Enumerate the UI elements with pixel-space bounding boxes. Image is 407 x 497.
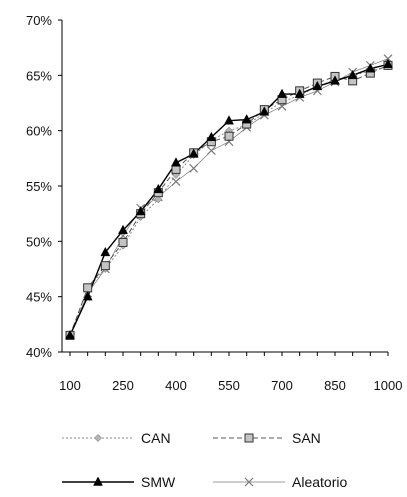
x-tick-label: 100	[59, 378, 81, 393]
data-point-smw	[100, 246, 111, 257]
y-tick-label: 45%	[26, 290, 52, 305]
y-tick-label: 50%	[26, 234, 52, 249]
data-point-smw	[330, 75, 340, 85]
data-point-san	[100, 261, 110, 271]
data-point-aleatorio	[189, 163, 199, 173]
legend-label-aleatorio: Aleatorio	[292, 474, 347, 490]
data-point-smw	[135, 205, 146, 216]
legend-marker-aleatorio	[244, 477, 254, 487]
legend-label-smw: SMW	[141, 474, 176, 490]
data-point-aleatorio	[206, 146, 216, 156]
series-line-can	[69, 66, 389, 336]
data-point-smw	[82, 291, 93, 301]
legend-label-san: SAN	[292, 430, 321, 446]
data-point-smw	[65, 329, 75, 340]
data-point-smw	[241, 114, 252, 124]
y-tick-label: 55%	[26, 179, 52, 194]
data-point-smw	[312, 80, 323, 91]
data-point-can	[154, 195, 163, 204]
legend-label-can: CAN	[141, 430, 171, 446]
data-point-aleatorio	[171, 177, 181, 186]
x-tick-label: 700	[271, 378, 293, 393]
y-tick-label: 60%	[26, 124, 52, 139]
data-point-smw	[383, 58, 393, 69]
series-line-smw	[69, 63, 389, 336]
data-point-smw	[224, 115, 234, 125]
series-layer	[65, 54, 393, 340]
legend-item-can: CAN	[62, 430, 171, 446]
data-point-smw	[347, 69, 358, 80]
y-tick-label: 40%	[26, 345, 52, 360]
y-tick-label: 65%	[26, 68, 52, 83]
legend-item-smw: SMW	[62, 474, 176, 490]
x-tick-label: 550	[218, 378, 240, 393]
x-tick-label: 250	[112, 378, 134, 393]
legend: CAN SAN SMW Aleatorio	[62, 430, 347, 490]
data-point-smw	[277, 88, 287, 98]
legend-marker-smw	[93, 476, 103, 486]
x-tick-label: 850	[324, 378, 346, 393]
x-tick-label: 400	[165, 378, 187, 393]
data-point-smw	[153, 183, 164, 194]
data-point-san	[83, 283, 93, 293]
data-point-san	[118, 237, 128, 247]
x-tick-label: 1000	[374, 378, 403, 393]
data-point-smw	[171, 157, 181, 167]
data-point-smw	[206, 131, 217, 142]
y-tick-label: 70%	[26, 13, 52, 28]
data-point-smw	[294, 88, 305, 98]
legend-item-aleatorio: Aleatorio	[213, 474, 347, 490]
legend-item-san: SAN	[213, 430, 321, 446]
series-line-san	[69, 64, 389, 336]
chart-axes: 40% 45% 50% 55% 60% 65% 70% 100 250 400 550 700 850 1…	[26, 13, 402, 393]
data-point-san	[224, 131, 234, 141]
series-line-aleatorio	[69, 58, 389, 336]
data-point-smw	[118, 224, 128, 235]
legend-marker-san	[244, 433, 254, 443]
legend-marker-can	[94, 434, 102, 442]
data-point-san	[171, 164, 181, 174]
data-point-smw	[259, 106, 270, 116]
data-point-smw	[365, 63, 376, 73]
data-point-smw	[188, 148, 199, 158]
